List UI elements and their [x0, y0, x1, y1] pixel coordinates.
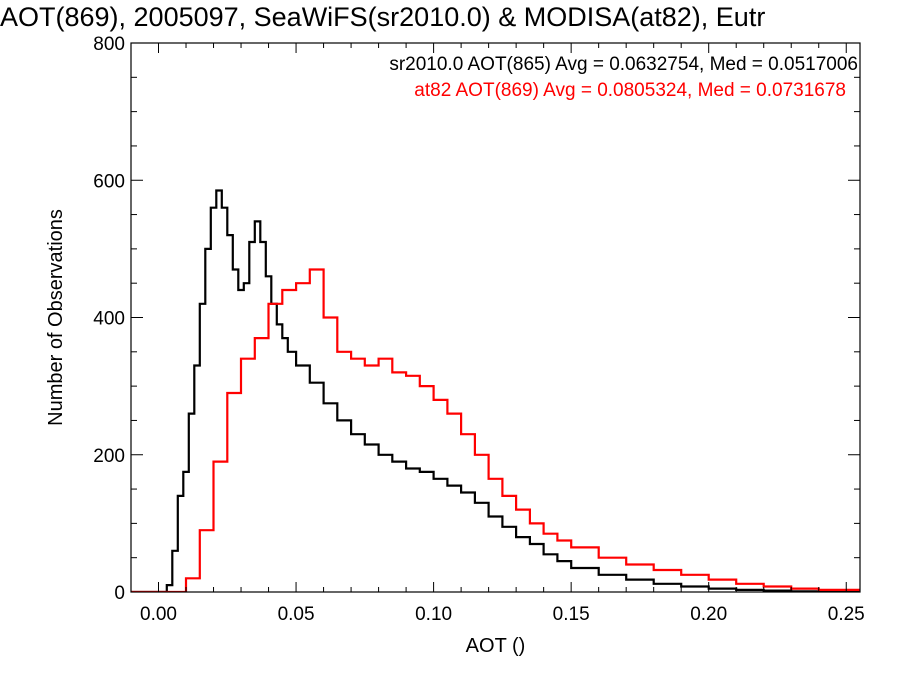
y-tick-label: 800 — [93, 34, 125, 55]
x-axis-title: AOT () — [466, 635, 526, 657]
chart-title: AOT(869), 2005097, SeaWiFS(sr2010.0) & M… — [0, 2, 766, 32]
x-tick-label: 0.05 — [278, 604, 315, 625]
y-tick-label: 0 — [114, 583, 125, 604]
tick-layer: 0.00 0.05 0.10 0.15 0.20 0.25 0 200 400 600 800 — [93, 34, 864, 625]
series-line-0 — [131, 189, 860, 592]
y-tick-label: 400 — [93, 309, 125, 330]
y-tick-label: 200 — [93, 446, 125, 467]
plot-frame — [130, 42, 861, 593]
y-axis-title: Number of Observations — [45, 209, 67, 426]
series-line-1 — [131, 268, 860, 592]
series-layer — [131, 189, 860, 592]
y-tick-label: 600 — [93, 171, 125, 192]
x-tick-label: 0.15 — [553, 604, 590, 625]
legend-entry-at82: at82 AOT(869) Avg = 0.0805324, Med = 0.0… — [414, 80, 846, 101]
x-tick-label: 0.25 — [828, 604, 865, 625]
x-tick-label: 0.00 — [140, 604, 177, 625]
legend-entry-sr2010: sr2010.0 AOT(865) Avg = 0.0632754, Med =… — [389, 54, 858, 75]
x-tick-label: 0.10 — [415, 604, 452, 625]
x-tick-label: 0.20 — [690, 604, 727, 625]
